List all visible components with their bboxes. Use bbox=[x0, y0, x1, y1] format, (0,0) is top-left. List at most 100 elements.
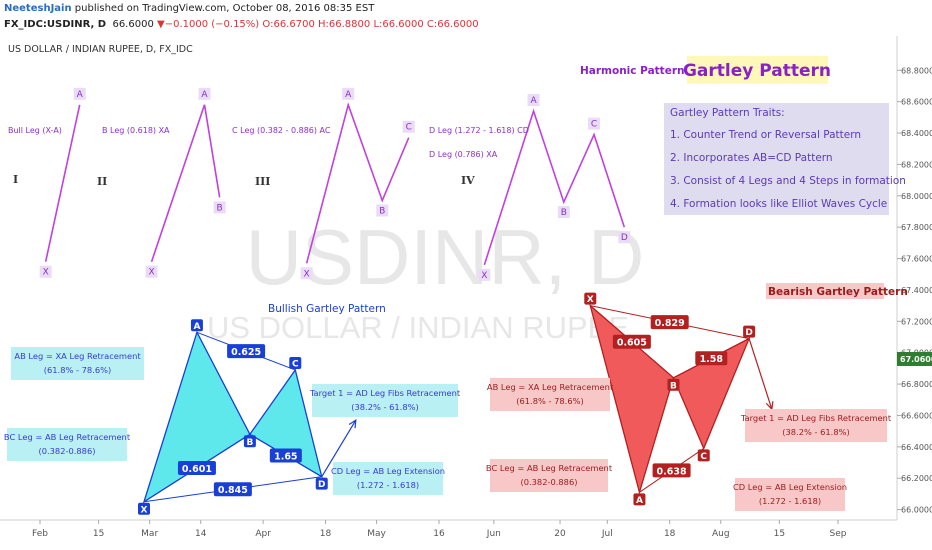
bullish-note-line: (1.272 - 1.618) bbox=[357, 480, 419, 490]
publish-info: published on TradingView.com, October 08… bbox=[74, 3, 375, 14]
traits-background bbox=[664, 103, 889, 215]
bearish-note-bg bbox=[735, 478, 845, 511]
bearish-point-label: B bbox=[670, 381, 677, 391]
high-value: H:66.8800 bbox=[318, 19, 371, 30]
bullish-point-label: A bbox=[193, 322, 200, 332]
price-tick-label: 67.4000 bbox=[901, 286, 932, 295]
point-label-bg bbox=[342, 87, 355, 100]
time-tick-label: Apr bbox=[255, 529, 271, 539]
symbol-label: FX_IDC:USDINR, D bbox=[4, 19, 107, 30]
last-price: 66.6000 bbox=[112, 19, 154, 30]
title-box: Harmonic Pattern 02:Gartley Pattern bbox=[580, 56, 831, 84]
bearish-note-line: (0.382-0.886) bbox=[521, 477, 578, 487]
point-label: X bbox=[43, 268, 49, 278]
point-label-bg bbox=[618, 231, 631, 244]
bullish-note-line: AB Leg = XA Leg Retracement bbox=[14, 351, 141, 361]
title-main: Gartley Pattern bbox=[683, 61, 831, 81]
step-line bbox=[483, 108, 626, 266]
formation-step-3: X A B C III C Leg (0.382 - 0.886) AC bbox=[232, 87, 415, 280]
price-tick-label: 68.0000 bbox=[901, 192, 932, 201]
formation-step-4: X A B C D IV D Leg (1.272 - 1.618) CD D Leg (0.… bbox=[429, 94, 631, 281]
step-note: Bull Leg (X-A) bbox=[8, 126, 62, 135]
close-value: C:66.6000 bbox=[426, 19, 479, 30]
time-tick-label: 18 bbox=[320, 529, 332, 539]
bearish-note-bg bbox=[490, 378, 610, 411]
bearish-ratio-badge bbox=[652, 463, 691, 478]
bearish-note: AB Leg = XA Leg Retracement (61.8% - 78.6… bbox=[487, 378, 614, 411]
bearish-point-badge bbox=[667, 378, 680, 391]
bullish-ratio-badge bbox=[227, 344, 266, 359]
bearish-point-label: C bbox=[700, 452, 707, 462]
point-label: X bbox=[148, 268, 154, 278]
point-label-bg bbox=[527, 94, 540, 107]
bullish-ratio-badge bbox=[269, 448, 302, 463]
step-note: D Leg (1.272 - 1.618) CD bbox=[429, 126, 529, 135]
point-label: A bbox=[77, 90, 84, 100]
bearish-title-bg bbox=[766, 283, 884, 299]
traits-box: Gartley Pattern Traits: 1. Counter Trend … bbox=[664, 103, 906, 215]
bearish-note-line: (61.8% - 78.6%) bbox=[516, 396, 583, 406]
bullish-note-line: CD Leg = AB Leg Extension bbox=[331, 466, 445, 476]
point-label-bg bbox=[557, 206, 570, 219]
bullish-note-line: Target 1 = AD Leg Fibs Retracement bbox=[309, 388, 461, 398]
author-name[interactable]: NeeteshJain bbox=[4, 3, 72, 14]
bullish-point-badge bbox=[190, 319, 203, 332]
bullish-point-label: X bbox=[141, 505, 148, 515]
step-note: C Leg (0.382 - 0.886) AC bbox=[232, 126, 331, 135]
bearish-note-line: AB Leg = XA Leg Retracement bbox=[487, 382, 614, 392]
bullish-arrowhead-icon bbox=[348, 418, 357, 429]
point-label-bg bbox=[478, 268, 491, 281]
step-roman-numeral: IV bbox=[461, 174, 475, 187]
bullish-note-line: BC Leg = AB Leg Retracement bbox=[4, 432, 131, 442]
low-value: L:66.6000 bbox=[373, 19, 424, 30]
bearish-ratio-badge bbox=[695, 351, 728, 366]
price-tick-label: 68.8000 bbox=[901, 66, 932, 75]
bearish-point-label: A bbox=[636, 496, 643, 506]
bullish-ratio-badge bbox=[177, 461, 216, 476]
price-tick-label: 67.8000 bbox=[901, 223, 932, 232]
step-line bbox=[150, 104, 221, 262]
price-change: −0.1000 (−0.15%) bbox=[164, 19, 260, 30]
traits-item: 4. Formation looks like Elliot Waves Cyc… bbox=[670, 198, 887, 210]
bearish-note-line: Target 1 = AD Leg Fibs Retracement bbox=[740, 413, 892, 423]
time-tick-label: Aug bbox=[712, 529, 730, 539]
point-label: X bbox=[481, 271, 487, 281]
bullish-note-line: (61.8% - 78.6%) bbox=[44, 365, 111, 375]
bearish-note: Target 1 = AD Leg Fibs Retracement (38.2%… bbox=[740, 409, 892, 442]
bearish-point-badge bbox=[697, 449, 710, 462]
bullish-ratio-label: 0.625 bbox=[231, 347, 261, 358]
chart-area[interactable]: USDINR, D US DOLLAR / INDIAN RUPEE 66.0000… bbox=[0, 36, 932, 550]
point-label: D bbox=[621, 233, 628, 243]
point-label: B bbox=[217, 203, 223, 213]
bearish-ratio-label: 0.829 bbox=[655, 318, 685, 329]
bullish-note-bg bbox=[333, 462, 443, 495]
open-value: O:66.6700 bbox=[262, 19, 315, 30]
point-label-bg bbox=[300, 267, 313, 280]
bullish-note-bg bbox=[312, 384, 458, 417]
point-label-bg bbox=[198, 87, 211, 100]
bullish-title: Bullish Gartley Pattern bbox=[268, 303, 386, 315]
bullish-note: CD Leg = AB Leg Extension (1.272 - 1.618) bbox=[331, 462, 445, 495]
bearish-note-bg bbox=[490, 459, 608, 492]
bullish-note-bg bbox=[11, 347, 144, 380]
step-line bbox=[305, 102, 410, 264]
bullish-note: BC Leg = AB Leg Retracement (0.382-0.886) bbox=[4, 428, 131, 461]
bullish-point-badge bbox=[137, 502, 150, 515]
point-label: C bbox=[406, 123, 412, 133]
traits-item: 1. Counter Trend or Reversal Pattern bbox=[670, 129, 861, 141]
time-tick-label: Sep bbox=[830, 529, 847, 539]
bearish-ratio-badge bbox=[612, 334, 651, 349]
bullish-note: AB Leg = XA Leg Retracement (61.8% - 78.6… bbox=[11, 347, 144, 380]
bullish-target-arrow bbox=[321, 419, 357, 477]
quote-line: FX_IDC:USDINR, D 66.6000 ▼−0.1000 (−0.15… bbox=[4, 19, 479, 30]
formation-step-1: X A I Bull Leg (X-A) bbox=[8, 87, 86, 278]
watermark-subtext: US DOLLAR / INDIAN RUPEE bbox=[207, 310, 629, 345]
chart-header: NeeteshJain published on TradingView.com… bbox=[0, 0, 932, 36]
bullish-note-line: (38.2% - 61.8%) bbox=[351, 402, 418, 412]
point-label-bg bbox=[73, 87, 86, 100]
price-tick-label: 66.4000 bbox=[901, 443, 932, 452]
down-arrow-icon: ▼ bbox=[157, 19, 165, 30]
time-tick-label: 15 bbox=[93, 529, 104, 539]
price-tick-label: 67.2000 bbox=[901, 317, 932, 326]
price-tick-label: 68.2000 bbox=[901, 160, 932, 169]
